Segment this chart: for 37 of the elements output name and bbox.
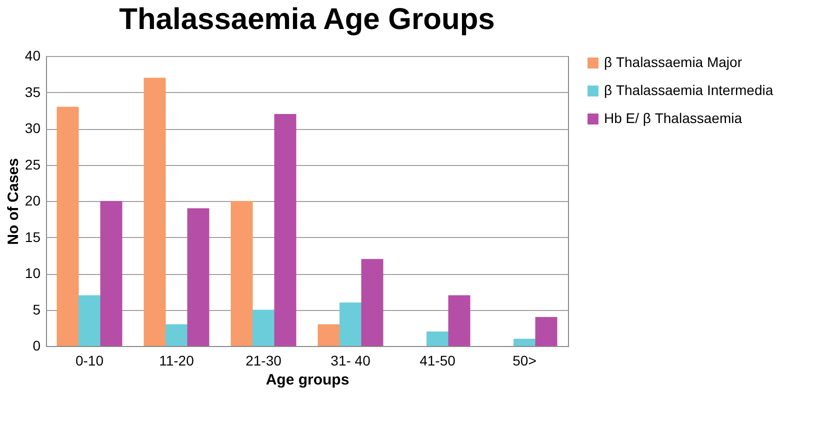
x-tick-label: 21-30 [246,352,282,368]
y-tick-label: 35 [24,84,41,100]
y-axis-title: No of Cases [4,158,22,245]
legend-label: β Thalassaemia Intermedia [604,82,774,98]
bar [144,78,166,346]
y-tick-label: 0 [32,338,41,354]
bar [426,332,448,346]
x-tick-label: 31- 40 [330,352,371,368]
y-tick-label: 5 [32,301,41,318]
legend-label: β Thalassaemia Major [604,54,742,70]
bar [166,324,188,346]
x-tick-label: 11-20 [159,352,194,368]
bar [340,302,362,346]
x-tick-label: 41-50 [420,352,456,368]
y-tick-label: 20 [24,192,41,208]
bar [187,208,210,346]
x-tick-label: 50> [512,352,536,368]
bar [100,201,122,346]
bar [78,295,100,346]
y-tick-label: 10 [24,265,41,281]
bar [274,114,296,346]
x-tick-label: 0-10 [75,352,104,368]
bar [535,317,558,346]
legend-label: Hb E/ β Thalassaemia [604,110,742,126]
bar [230,201,253,346]
chart-title: Thalassaemia Age Groups [119,3,495,36]
x-axis-title: Age groups [266,372,350,388]
y-tick-label: 25 [24,156,41,172]
y-tick-label: 30 [24,120,41,136]
bar [448,295,470,346]
bar [56,106,79,346]
y-tick-label: 40 [24,48,41,64]
bar [318,324,340,346]
bar [514,338,536,346]
bar [361,259,384,346]
y-tick-label: 15 [24,228,41,245]
bar [252,310,274,346]
